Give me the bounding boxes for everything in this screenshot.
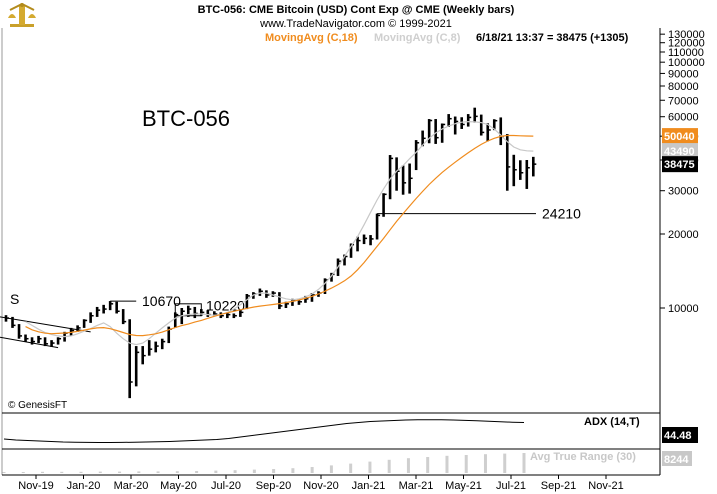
x-tick-label: Sep-20 <box>256 480 291 492</box>
atr-histogram <box>2 453 526 473</box>
x-tick-label: Jul-21 <box>496 480 526 492</box>
y-tick-label: 10000 <box>668 303 699 315</box>
x-tick-label: Jul-20 <box>211 480 241 492</box>
adx-series <box>3 419 525 443</box>
y-tick-label: 130000 <box>668 29 705 41</box>
y-tick-label: 20000 <box>668 229 699 241</box>
adx-value-tag <box>662 427 698 443</box>
x-tick-label: Nov-19 <box>18 480 53 492</box>
adx-label: ADX (14,T) <box>584 416 640 428</box>
annotation-10670: 10670 <box>142 293 181 309</box>
ma8-line <box>25 120 534 346</box>
watermark: © GenesisFT <box>8 400 67 411</box>
price-tag-box <box>662 156 698 173</box>
x-tick-label: Nov-21 <box>588 480 623 492</box>
adx-line <box>3 419 525 443</box>
chart-title: BTC-056 <box>142 106 230 131</box>
y-tick-label: 100000 <box>668 57 705 69</box>
y-tick-label: 60000 <box>668 112 699 124</box>
price-tag-box <box>662 128 698 145</box>
chart-header-title: BTC-056: CME Bitcoin (USD) Cont Exp @ CM… <box>198 4 515 16</box>
y-tick-label: 80000 <box>668 81 699 93</box>
y-tick-label: 70000 <box>668 95 699 107</box>
annotation-s: S <box>10 291 19 307</box>
price-tag: 38475 <box>664 159 695 171</box>
x-tick-label: Nov-20 <box>303 480 338 492</box>
y-tick-label: 90000 <box>668 68 699 80</box>
x-tick-label: Jan-21 <box>352 480 386 492</box>
annotation-10220: 10220 <box>206 298 245 314</box>
moving-averages <box>25 120 534 346</box>
chart-header-subtitle: www.TradeNavigator.com © 1999-2021 <box>259 18 452 30</box>
x-axis: Nov-19 Jan-20 Mar-20 May-20 Jul-20 Sep-20 Nov-… <box>18 475 624 492</box>
ohlc-bars <box>4 107 537 399</box>
price-tag-box <box>662 143 698 160</box>
x-tick-label: Mar-20 <box>114 480 149 492</box>
price-tag: 50040 <box>664 131 695 143</box>
x-tick-label: May-21 <box>445 480 482 492</box>
ma18-line <box>25 134 534 337</box>
ma8-legend: MovingAvg (C,8) <box>374 32 461 44</box>
atr-value: 8244 <box>664 454 689 466</box>
annotation-24210: 24210 <box>542 206 581 222</box>
adx-value: 44.48 <box>664 430 692 442</box>
y-tick-label: 120000 <box>668 38 705 50</box>
annotations: 10670 10220 24210 S <box>0 206 581 349</box>
trendline-upper <box>0 316 91 333</box>
y-tick-label: 30000 <box>668 186 699 198</box>
y-tick-label: 110000 <box>668 47 704 59</box>
x-tick-label: Mar-21 <box>399 480 434 492</box>
trendline-lower <box>0 336 59 349</box>
price-quote: 6/18/21 13:37 = 38475 (+1305) <box>476 32 629 44</box>
price-tag: 43490 <box>664 146 695 158</box>
atr-value-tag <box>662 451 692 466</box>
trade-navigator-logo <box>8 2 36 27</box>
x-tick-label: May-20 <box>160 480 197 492</box>
atr-label: Avg True Range (30) <box>530 451 636 463</box>
x-tick-label: Jan-20 <box>67 480 101 492</box>
ma18-legend: MovingAvg (C,18) <box>265 32 358 44</box>
x-tick-label: Sep-21 <box>541 480 576 492</box>
